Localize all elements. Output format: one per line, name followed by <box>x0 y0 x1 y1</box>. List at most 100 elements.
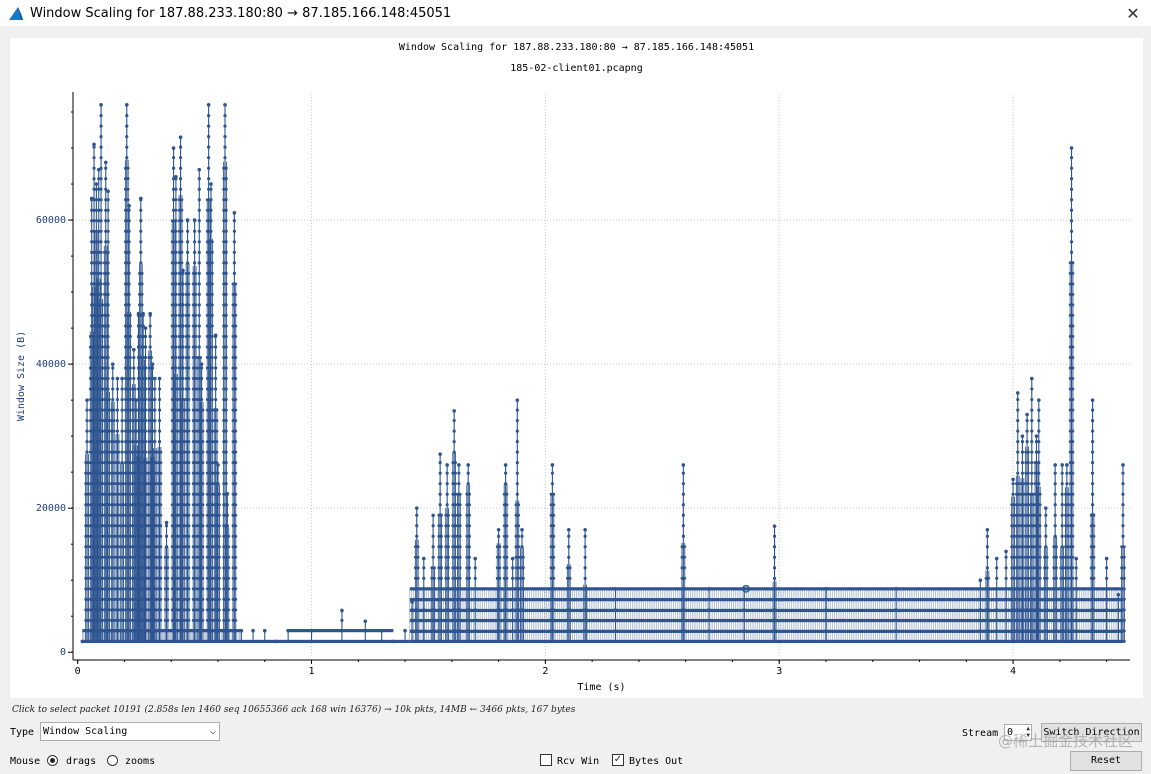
data-point <box>84 545 88 549</box>
data-point <box>133 524 137 528</box>
data-point <box>212 450 216 454</box>
data-point <box>99 219 103 223</box>
data-point <box>123 208 127 212</box>
data-point <box>234 471 238 475</box>
data-point <box>143 418 148 423</box>
data-point <box>517 545 521 549</box>
data-point <box>93 292 97 296</box>
data-point <box>458 629 462 633</box>
data-point <box>451 608 455 612</box>
data-point <box>468 640 472 643</box>
data-point <box>187 377 191 380</box>
data-point <box>227 597 231 601</box>
data-point <box>126 356 130 359</box>
data-point <box>416 608 420 612</box>
data-point <box>92 219 96 223</box>
data-point <box>95 587 99 591</box>
data-point <box>225 314 228 317</box>
data-point <box>170 303 174 307</box>
data-point <box>451 566 455 570</box>
data-point <box>102 619 106 622</box>
data-point <box>177 534 181 538</box>
data-point <box>102 566 106 570</box>
data-point <box>227 640 231 643</box>
data-point <box>88 482 92 486</box>
data-point <box>142 524 146 528</box>
data-point-peak <box>148 311 152 316</box>
data-point <box>430 629 434 633</box>
data-point <box>84 619 88 622</box>
data-point <box>212 608 216 612</box>
baseline-band <box>409 629 1123 633</box>
data-point <box>138 314 141 317</box>
data-point <box>184 398 188 401</box>
data-point <box>495 576 499 580</box>
data-point <box>156 524 160 528</box>
data-point <box>217 576 221 580</box>
data-point <box>170 566 174 570</box>
data-point <box>422 597 426 601</box>
data-point <box>514 524 518 528</box>
data-point <box>127 208 131 212</box>
data-point-peak <box>127 203 131 208</box>
data-point <box>440 545 443 549</box>
data-point <box>152 587 155 591</box>
data-point <box>438 503 442 507</box>
data-point <box>129 324 132 328</box>
data-point <box>208 282 211 286</box>
data-point <box>156 555 160 559</box>
data-point <box>222 377 225 380</box>
data-point <box>177 640 181 643</box>
data-point <box>515 440 519 444</box>
data-point <box>444 524 448 528</box>
data-point <box>123 534 127 538</box>
data-point <box>191 608 195 612</box>
data-point <box>98 555 102 559</box>
plot-area[interactable]: Window Scaling for 187.88.233.180:80 → 8… <box>10 38 1143 698</box>
data-point <box>105 429 109 433</box>
data-point <box>90 219 94 223</box>
data-point <box>458 555 462 559</box>
data-point <box>142 534 146 538</box>
data-point <box>196 377 200 380</box>
data-point <box>98 640 102 643</box>
data-point <box>505 545 509 549</box>
data-point <box>502 619 506 622</box>
close-icon[interactable]: ✕ <box>1126 3 1140 23</box>
data-point <box>92 177 96 181</box>
data-point <box>225 292 228 296</box>
data-point <box>88 555 92 559</box>
data-point <box>85 440 89 444</box>
data-point <box>187 461 191 465</box>
data-point <box>222 303 225 307</box>
data-point <box>99 250 103 254</box>
data-point <box>184 324 188 328</box>
data-point <box>234 314 238 317</box>
data-point <box>133 482 137 486</box>
data-point <box>127 271 131 275</box>
data-point <box>125 156 129 160</box>
data-point <box>93 450 97 454</box>
data-point <box>109 555 113 559</box>
data-point <box>156 566 160 570</box>
data-point <box>458 576 462 580</box>
data-point <box>198 429 202 433</box>
data-point <box>437 587 441 591</box>
data-point <box>133 619 137 622</box>
data-point <box>174 282 178 286</box>
data-point <box>177 492 181 496</box>
data-point <box>106 376 110 381</box>
data-point <box>119 524 123 528</box>
data-point <box>91 335 95 338</box>
data-point <box>147 377 151 380</box>
data-point <box>112 419 116 422</box>
y-axis-label: Window Size (B) <box>16 331 27 421</box>
data-point <box>181 387 185 391</box>
data-point <box>495 619 499 622</box>
data-point <box>163 640 167 643</box>
data-point <box>138 576 141 580</box>
data-point <box>142 576 146 580</box>
data-point <box>88 524 92 528</box>
data-point <box>170 261 174 265</box>
